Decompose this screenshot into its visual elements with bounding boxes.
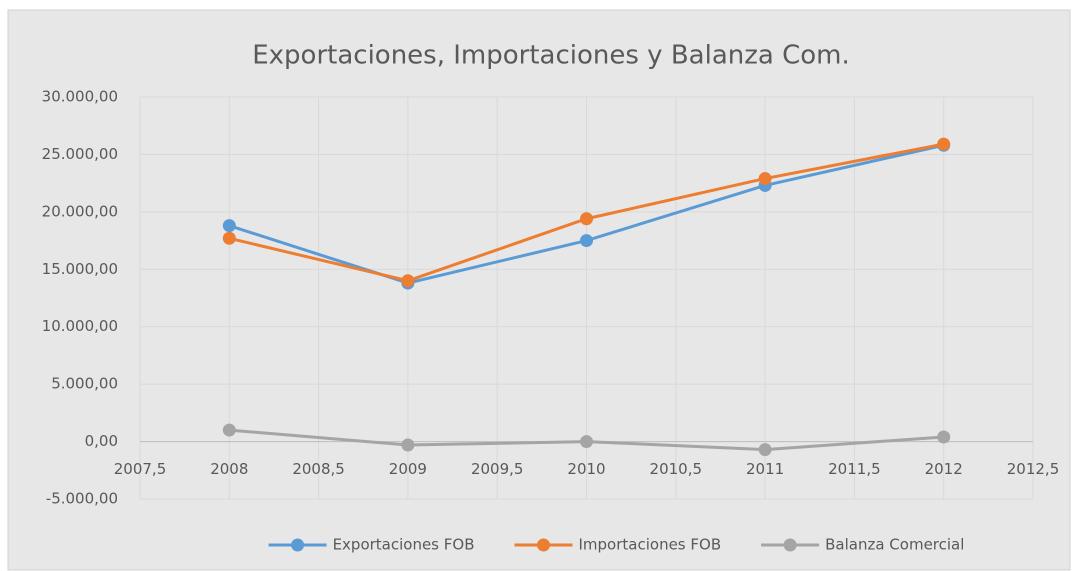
- y-tick-label: 30.000,00: [42, 88, 118, 106]
- x-tick-label: 2012,5: [1007, 460, 1060, 478]
- y-tick-label: 10.000,00: [42, 317, 118, 335]
- y-tick-label: 15.000,00: [42, 260, 118, 278]
- data-point: [758, 172, 772, 186]
- data-point: [401, 274, 415, 288]
- chart-background: [7, 9, 1071, 571]
- legend-label: Importaciones FOB: [579, 536, 722, 554]
- x-tick-label: 2010,5: [650, 460, 703, 478]
- y-tick-label: 0,00: [85, 432, 118, 450]
- data-point: [401, 438, 415, 452]
- x-tick-label: 2012: [925, 460, 963, 478]
- x-tick-label: 2009,5: [471, 460, 524, 478]
- data-point: [758, 443, 772, 457]
- data-point: [937, 137, 951, 151]
- data-point: [580, 435, 593, 449]
- x-tick-label: 2011: [746, 460, 784, 478]
- legend-label: Balanza Comercial: [825, 536, 964, 554]
- x-tick-label: 2008,5: [292, 460, 345, 478]
- x-tick-label: 2007,5: [114, 460, 167, 478]
- data-point: [222, 219, 236, 233]
- legend-marker: [291, 538, 305, 552]
- legend-label: Exportaciones FOB: [333, 536, 475, 554]
- y-tick-label: 25.000,00: [42, 145, 118, 163]
- x-tick-label: 2009: [389, 460, 427, 478]
- legend-marker: [783, 538, 797, 552]
- y-tick-label: 20.000,00: [42, 202, 118, 220]
- data-point: [580, 212, 593, 226]
- chart-title: Exportaciones, Importaciones y Balanza C…: [252, 41, 850, 71]
- y-tick-label: 5.000,00: [51, 375, 118, 393]
- data-point: [222, 423, 236, 437]
- x-tick-label: 2008: [210, 460, 248, 478]
- legend-marker: [537, 538, 551, 552]
- data-point: [222, 231, 236, 245]
- data-point: [937, 430, 951, 444]
- data-point: [580, 234, 593, 248]
- x-tick-label: 2011,5: [828, 460, 881, 478]
- x-tick-label: 2010: [567, 460, 605, 478]
- y-tick-label: -5.000,00: [46, 490, 118, 508]
